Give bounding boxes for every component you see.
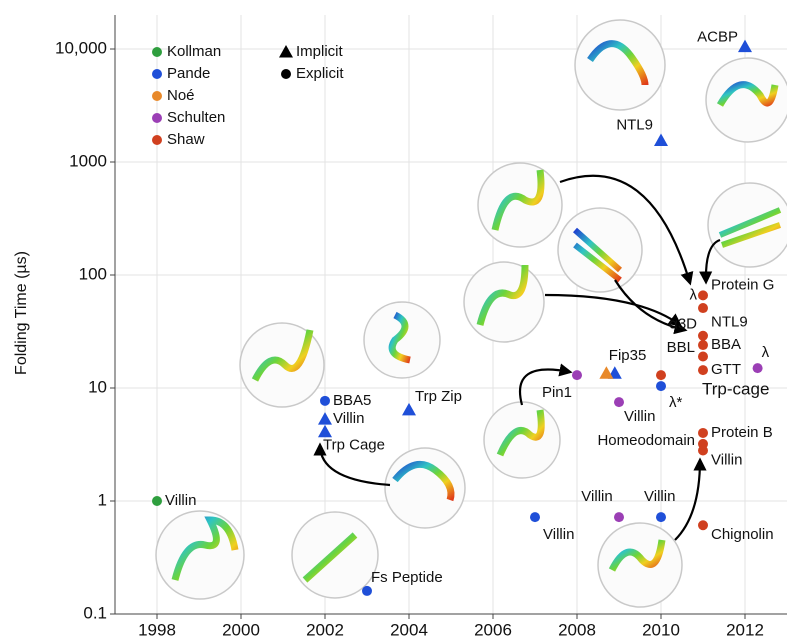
data-point bbox=[318, 425, 332, 438]
point-label: Trp-cage bbox=[702, 380, 769, 399]
data-point bbox=[318, 412, 332, 425]
point-label: BBA5 bbox=[333, 392, 371, 409]
protein-bubble bbox=[464, 262, 544, 342]
point-label: Chignolin bbox=[711, 526, 774, 543]
point-label: λ bbox=[762, 344, 770, 361]
data-point bbox=[753, 363, 763, 373]
y-tick-label: 1 bbox=[98, 490, 107, 509]
point-label: λ bbox=[690, 286, 698, 303]
legend-marker bbox=[152, 47, 162, 57]
y-tick-label: 10 bbox=[88, 377, 107, 396]
data-point bbox=[698, 428, 708, 438]
point-label: ACBP bbox=[697, 29, 738, 46]
legend-label: Schulten bbox=[167, 109, 225, 126]
point-label: Villin bbox=[624, 408, 655, 425]
point-label: NTL9 bbox=[711, 314, 748, 331]
data-point bbox=[698, 520, 708, 530]
x-tick-label: 2012 bbox=[726, 620, 764, 639]
point-label: Villin bbox=[543, 526, 574, 543]
legend-label: Kollman bbox=[167, 43, 221, 60]
protein-bubble bbox=[478, 163, 562, 247]
data-point bbox=[614, 397, 624, 407]
x-tick-label: 2006 bbox=[474, 620, 512, 639]
legend-label: Explicit bbox=[296, 65, 344, 82]
data-point bbox=[152, 496, 162, 506]
point-label: BBA bbox=[711, 336, 741, 353]
data-point bbox=[656, 370, 666, 380]
legend-label: Noé bbox=[167, 87, 195, 104]
protein-bubble bbox=[364, 302, 440, 378]
data-point bbox=[698, 303, 708, 313]
point-label: Trp Zip bbox=[415, 388, 462, 405]
protein-bubble bbox=[156, 511, 244, 599]
data-point bbox=[656, 381, 666, 391]
point-label: Fip35 bbox=[609, 347, 647, 364]
point-label: α3D bbox=[669, 316, 697, 333]
point-label: λ* bbox=[669, 394, 683, 411]
x-tick-label: 2008 bbox=[558, 620, 596, 639]
data-point bbox=[698, 290, 708, 300]
legend-marker bbox=[152, 113, 162, 123]
protein-bubble bbox=[240, 323, 324, 407]
data-point bbox=[654, 134, 668, 147]
protein-bubble bbox=[598, 523, 682, 607]
protein-bubble bbox=[575, 20, 665, 110]
point-label: Villin bbox=[333, 410, 364, 427]
legend-label: Shaw bbox=[167, 131, 205, 148]
legend-marker bbox=[279, 45, 293, 58]
x-tick-label: 2000 bbox=[222, 620, 260, 639]
legend-marker bbox=[152, 91, 162, 101]
x-tick-label: 2010 bbox=[642, 620, 680, 639]
protein-bubble bbox=[292, 512, 378, 598]
data-point bbox=[698, 365, 708, 375]
data-point bbox=[698, 352, 708, 362]
data-point bbox=[572, 370, 582, 380]
data-point bbox=[320, 396, 330, 406]
protein-bubble bbox=[484, 402, 560, 478]
data-point bbox=[698, 331, 708, 341]
point-label: Villin bbox=[581, 488, 612, 505]
x-tick-label: 2004 bbox=[390, 620, 428, 639]
data-point bbox=[656, 512, 666, 522]
point-label: Protein B bbox=[711, 424, 773, 441]
data-point bbox=[738, 40, 752, 53]
y-tick-label: 1000 bbox=[69, 151, 107, 170]
y-tick-label: 0.1 bbox=[83, 603, 107, 622]
point-label: Villin bbox=[711, 451, 742, 468]
protein-bubble bbox=[708, 183, 787, 267]
y-tick-label: 10,000 bbox=[55, 38, 107, 57]
point-label: Trp Cage bbox=[323, 437, 385, 454]
point-label: NTL9 bbox=[616, 116, 653, 133]
protein-bubble bbox=[706, 58, 787, 142]
protein-bubble bbox=[385, 448, 465, 528]
legend-marker bbox=[281, 69, 291, 79]
y-axis-label: Folding Time (µs) bbox=[13, 251, 30, 375]
data-point bbox=[614, 512, 624, 522]
data-point bbox=[698, 445, 708, 455]
y-tick-label: 100 bbox=[79, 264, 107, 283]
arrow bbox=[675, 460, 700, 540]
point-label: Fs Peptide bbox=[371, 569, 443, 586]
legend-label: Implicit bbox=[296, 43, 344, 60]
data-point bbox=[530, 512, 540, 522]
data-point bbox=[698, 340, 708, 350]
point-label: GTT bbox=[711, 361, 741, 378]
chart: 0.1 1 10 100 1000 10,000 1998 2000 2002 2004 2006 2… bbox=[0, 0, 787, 639]
legend-marker bbox=[152, 69, 162, 79]
x-tick-label: 1998 bbox=[138, 620, 176, 639]
point-label: Homeodomain bbox=[597, 432, 695, 449]
data-point bbox=[402, 403, 416, 416]
point-label: Villin bbox=[644, 488, 675, 505]
point-label: Villin bbox=[165, 492, 196, 509]
protein-bubble bbox=[558, 208, 642, 292]
x-tick-label: 2002 bbox=[306, 620, 344, 639]
point-label: Protein G bbox=[711, 276, 774, 293]
point-label: Pin1 bbox=[542, 384, 572, 401]
point-label: BBL bbox=[667, 339, 695, 356]
data-point bbox=[362, 586, 372, 596]
legend-marker bbox=[152, 135, 162, 145]
legend-label: Pande bbox=[167, 65, 210, 82]
structure-images bbox=[156, 20, 787, 607]
